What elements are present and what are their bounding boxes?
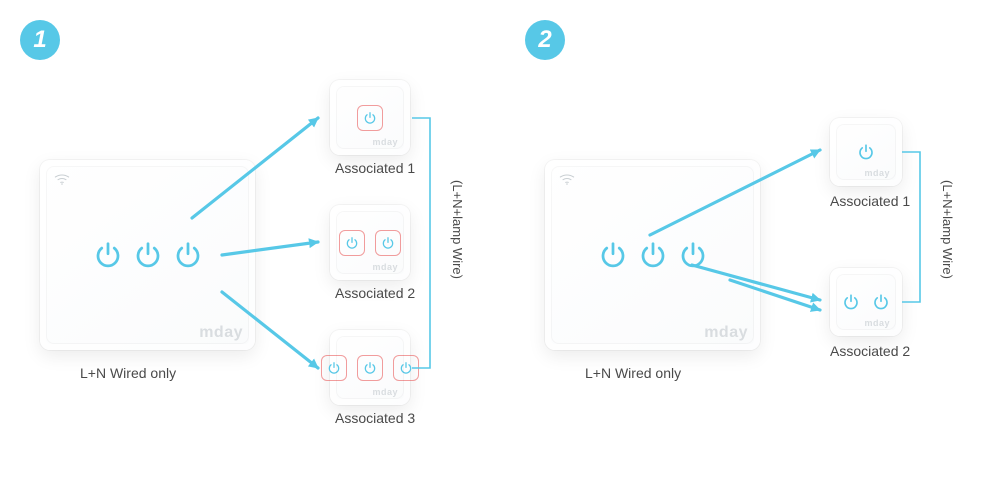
button-row xyxy=(339,230,401,256)
master-switch-2: mday xyxy=(545,160,760,350)
section-badge: 2 xyxy=(525,20,565,60)
assoc-label: Associated 1 xyxy=(830,193,910,209)
button-row xyxy=(357,105,383,131)
wifi-icon xyxy=(559,172,575,184)
brand-text: mday xyxy=(372,387,398,397)
brand-text: mday xyxy=(704,324,748,342)
power-button xyxy=(375,230,401,256)
power-button xyxy=(678,240,708,270)
assoc-label: Associated 2 xyxy=(830,343,910,359)
master-switch-1: mday xyxy=(40,160,255,350)
power-button xyxy=(841,292,861,312)
button-row xyxy=(93,240,203,270)
button-row xyxy=(321,355,419,381)
assoc-label: Associated 1 xyxy=(335,160,415,176)
wire-caption: (L+N+lamp Wire) xyxy=(940,180,955,279)
brand-text: mday xyxy=(372,262,398,272)
power-button xyxy=(133,240,163,270)
associated-switch: mday xyxy=(830,118,902,186)
section-badge: 1 xyxy=(20,20,60,60)
brand-text: mday xyxy=(864,318,890,328)
power-button xyxy=(357,355,383,381)
brand-text: mday xyxy=(199,324,243,342)
button-row xyxy=(598,240,708,270)
power-button xyxy=(598,240,628,270)
power-button xyxy=(871,292,891,312)
power-button xyxy=(321,355,347,381)
assoc-label: Associated 3 xyxy=(335,410,415,426)
power-button xyxy=(393,355,419,381)
power-button xyxy=(93,240,123,270)
assoc-label: Associated 2 xyxy=(335,285,415,301)
master-label: L+N Wired only xyxy=(585,365,681,381)
brand-text: mday xyxy=(864,168,890,178)
power-button xyxy=(638,240,668,270)
power-button xyxy=(173,240,203,270)
button-row xyxy=(841,292,891,312)
brand-text: mday xyxy=(372,137,398,147)
associated-switch: mday xyxy=(830,268,902,336)
master-label: L+N Wired only xyxy=(80,365,176,381)
associated-switch: mday xyxy=(330,330,410,405)
button-row xyxy=(856,142,876,162)
associated-switch: mday xyxy=(330,80,410,155)
wire-caption: (L+N+lamp Wire) xyxy=(450,180,465,279)
power-button xyxy=(856,142,876,162)
power-button xyxy=(339,230,365,256)
power-button xyxy=(357,105,383,131)
associated-switch: mday xyxy=(330,205,410,280)
wifi-icon xyxy=(54,172,70,184)
